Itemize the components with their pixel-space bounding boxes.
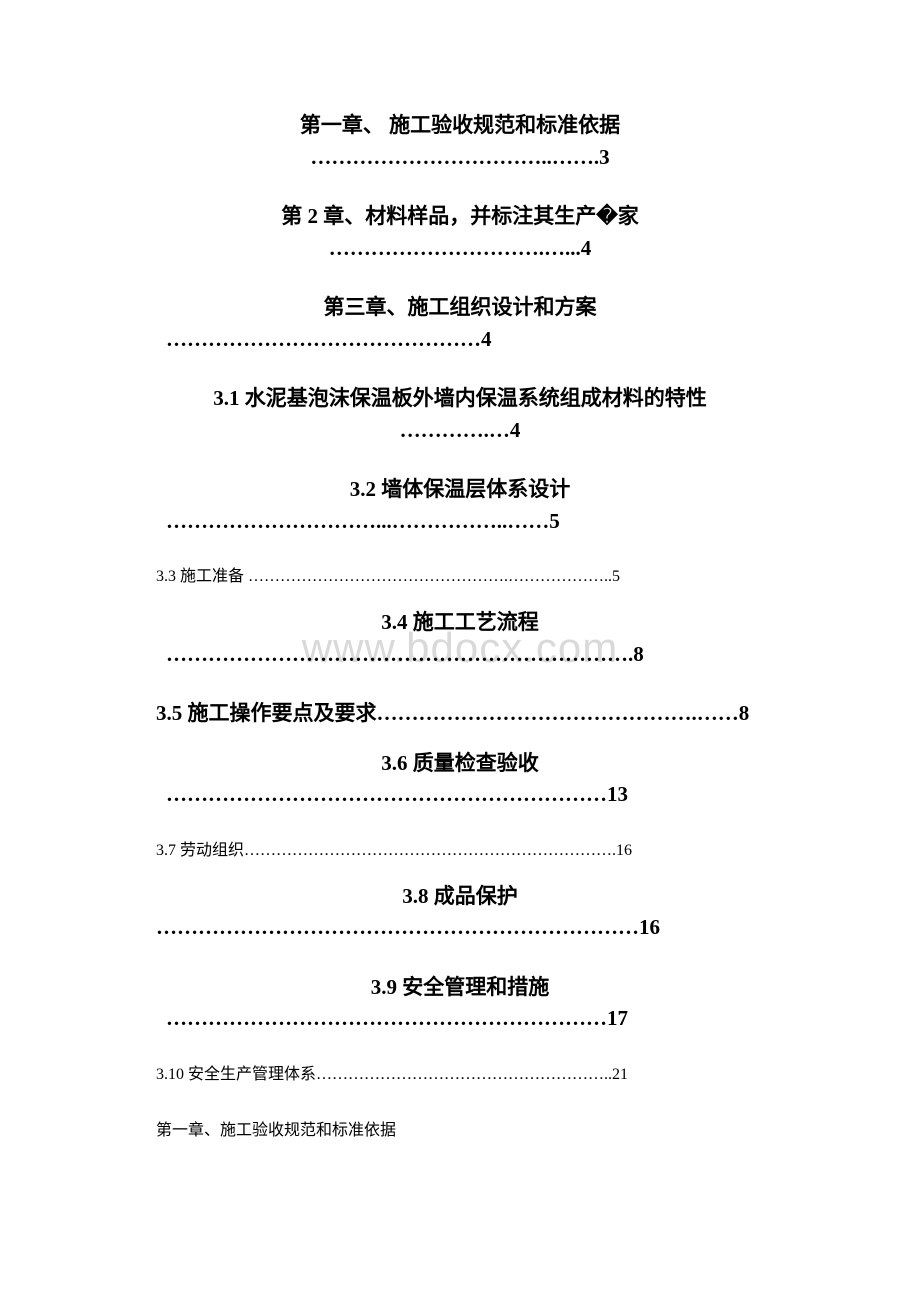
toc-dots: ……………………………………………………………16 (156, 912, 764, 944)
toc-dots: ………….…4 (156, 415, 764, 447)
toc-entry-chapter-3: 第三章、施工组织设计和方案 ………………………………………4 (156, 292, 764, 355)
toc-entry-3-4: 3.4 施工工艺流程 ………………………………………………………….8 (156, 607, 764, 670)
toc-entry-3-7: 3.7 劳动组织…………………………………………………………….16 (156, 839, 764, 863)
toc-entry-chapter-2: 第 2 章、材料样品，并标注其生产�家 ………………………….…...4 (156, 201, 764, 264)
toc-entry-3-9: 3.9 安全管理和措施 ………………………………………………………17 (156, 972, 764, 1035)
toc-entry-3-2: 3.2 墙体保温层体系设计 …………………………...……………..……5 (156, 474, 764, 537)
toc-title: 第 2 章、材料样品，并标注其生产�家 (156, 201, 764, 233)
toc-title: 3.4 施工工艺流程 (156, 607, 764, 639)
document-content: 第一章、 施工验收规范和标准依据 ……………………………..…….3 第 2 章… (0, 110, 920, 1143)
toc-title: 3.6 质量检查验收 (156, 748, 764, 780)
toc-dots: ………………………………………………………17 (156, 1003, 764, 1035)
toc-title: 3.9 安全管理和措施 (156, 972, 764, 1004)
toc-entry-3-8: 3.8 成品保护 ……………………………………………………………16 (156, 881, 764, 944)
toc-title: 3.2 墙体保温层体系设计 (156, 474, 764, 506)
toc-title: 第一章、 施工验收规范和标准依据 (156, 110, 764, 142)
toc-title: 第三章、施工组织设计和方案 (156, 292, 764, 324)
toc-title: 3.1 水泥基泡沫保温板外墙内保温系统组成材料的特性 (156, 383, 764, 415)
toc-dots: ………………………………………………………….8 (156, 639, 764, 671)
toc-dots: ………………………….…...4 (156, 233, 764, 265)
toc-dots: ……………………………..…….3 (156, 142, 764, 174)
toc-dots: …………………………...……………..……5 (156, 506, 764, 538)
toc-title: 3.8 成品保护 (156, 881, 764, 913)
toc-dots: ………………………………………4 (156, 324, 764, 356)
toc-dots: ………………………………………………………13 (156, 779, 764, 811)
toc-entry-3-6: 3.6 质量检查验收 ………………………………………………………13 (156, 748, 764, 811)
toc-entry-3-5: 3.5 施工操作要点及要求……………………………………….……8 (156, 698, 764, 730)
toc-entry-3-3: 3.3 施工准备 ………………………………………….………………..5 (156, 565, 764, 589)
chapter-1-heading: 第一章、施工验收规范和标准依据 (156, 1119, 764, 1143)
toc-entry-chapter-1: 第一章、 施工验收规范和标准依据 ……………………………..…….3 (156, 110, 764, 173)
toc-entry-3-1: 3.1 水泥基泡沫保温板外墙内保温系统组成材料的特性 ………….…4 (156, 383, 764, 446)
toc-entry-3-10: 3.10 安全生产管理体系………………………………………………..21 (156, 1063, 764, 1087)
